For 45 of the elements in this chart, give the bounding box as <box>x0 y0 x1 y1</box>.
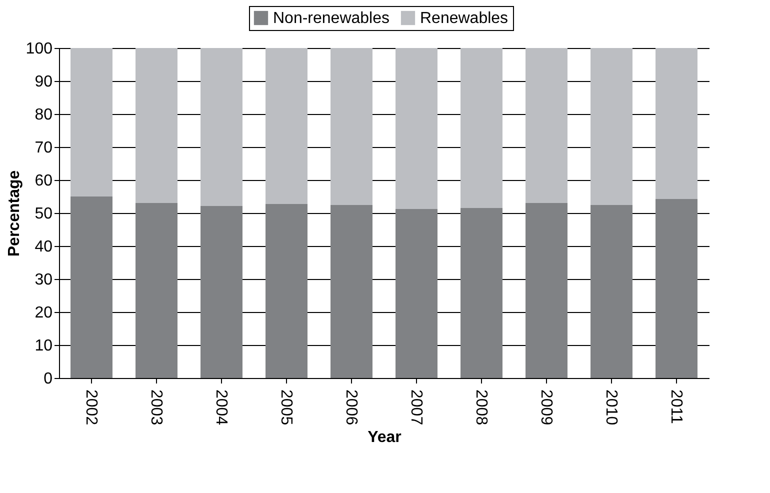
bar <box>590 204 632 378</box>
x-tick-label: 2010 <box>602 390 620 426</box>
x-tick-label: 2006 <box>342 390 360 426</box>
y-tick-label: 0 <box>44 370 53 388</box>
bar <box>330 204 372 378</box>
y-tick-label: 70 <box>34 140 53 156</box>
x-tick-label: 2007 <box>408 390 424 426</box>
bar <box>266 204 308 378</box>
x-axis-title: Year <box>368 429 402 446</box>
x-tick-label: 2004 <box>212 390 230 426</box>
y-axis-title: Percentage <box>6 170 23 257</box>
y-tick-label: 40 <box>34 238 53 256</box>
bar <box>460 48 502 208</box>
bar <box>136 202 178 378</box>
y-tick-label: 100 <box>26 40 53 58</box>
y-tick-label: 30 <box>34 272 53 288</box>
bar <box>526 48 568 203</box>
legend-label: Renewables <box>420 10 508 27</box>
legend-label: Non-renewables <box>273 10 390 27</box>
bar <box>396 48 438 209</box>
x-tick-label: 2005 <box>278 390 294 426</box>
bar <box>460 208 502 378</box>
bar <box>70 48 112 196</box>
bar <box>70 196 112 378</box>
bar <box>266 48 308 204</box>
bar <box>526 202 568 378</box>
x-tick-label: 2009 <box>538 390 554 426</box>
bar <box>136 48 178 203</box>
bar <box>656 48 698 199</box>
y-tick-label: 80 <box>34 106 53 124</box>
x-tick-label: 2008 <box>472 390 490 426</box>
y-tick-label: 90 <box>34 74 53 90</box>
x-tick-label: 2002 <box>82 390 100 426</box>
bar <box>656 198 698 378</box>
y-tick-label: 60 <box>34 172 53 190</box>
bar <box>396 208 438 378</box>
y-tick-label: 10 <box>34 338 53 354</box>
x-tick-label: 2003 <box>148 390 164 426</box>
y-tick-label: 20 <box>34 304 53 322</box>
bar <box>200 48 242 206</box>
x-tick-label: 2011 <box>668 390 684 424</box>
bar <box>590 48 632 205</box>
bar <box>330 48 372 205</box>
bar <box>200 206 242 378</box>
y-tick-label: 50 <box>34 206 53 222</box>
